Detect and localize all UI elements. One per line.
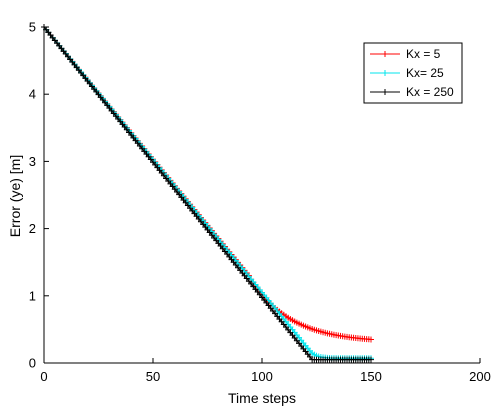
y-axis-label: Error (ye) [m] bbox=[7, 155, 23, 237]
legend-marker bbox=[382, 89, 388, 95]
legend-marker bbox=[382, 51, 388, 57]
legend-marker bbox=[382, 70, 388, 76]
x-tick-label: 0 bbox=[40, 369, 47, 384]
x-tick-label: 150 bbox=[360, 369, 382, 384]
y-tick-label: 3 bbox=[29, 154, 36, 169]
x-tick-label: 50 bbox=[146, 369, 160, 384]
legend-label: Kx = 250 bbox=[406, 85, 454, 99]
y-tick-label: 5 bbox=[29, 20, 36, 35]
y-tick-label: 2 bbox=[29, 221, 36, 236]
legend-item-1: Kx = 5 bbox=[370, 47, 441, 61]
series-3 bbox=[41, 24, 374, 363]
legend-item-3: Kx = 250 bbox=[370, 85, 454, 99]
series-layer bbox=[41, 24, 374, 363]
data-point bbox=[368, 336, 374, 343]
x-tick-label: 200 bbox=[469, 369, 491, 384]
legend: Kx = 5 Kx= 25 Kx = 250 bbox=[363, 42, 463, 104]
y-tick-label: 0 bbox=[29, 356, 36, 371]
x-tick-label: 100 bbox=[251, 369, 273, 384]
axes-layer: 0 50 100 150 200 0 1 2 3 4 5 bbox=[29, 20, 491, 385]
y-tick-label: 4 bbox=[29, 87, 36, 102]
x-axis-label: Time steps bbox=[228, 390, 296, 406]
legend-item-2: Kx= 25 bbox=[370, 66, 444, 80]
y-tick-label: 1 bbox=[29, 288, 36, 303]
legend-label: Kx= 25 bbox=[406, 66, 444, 80]
legend-label: Kx = 5 bbox=[406, 47, 441, 61]
